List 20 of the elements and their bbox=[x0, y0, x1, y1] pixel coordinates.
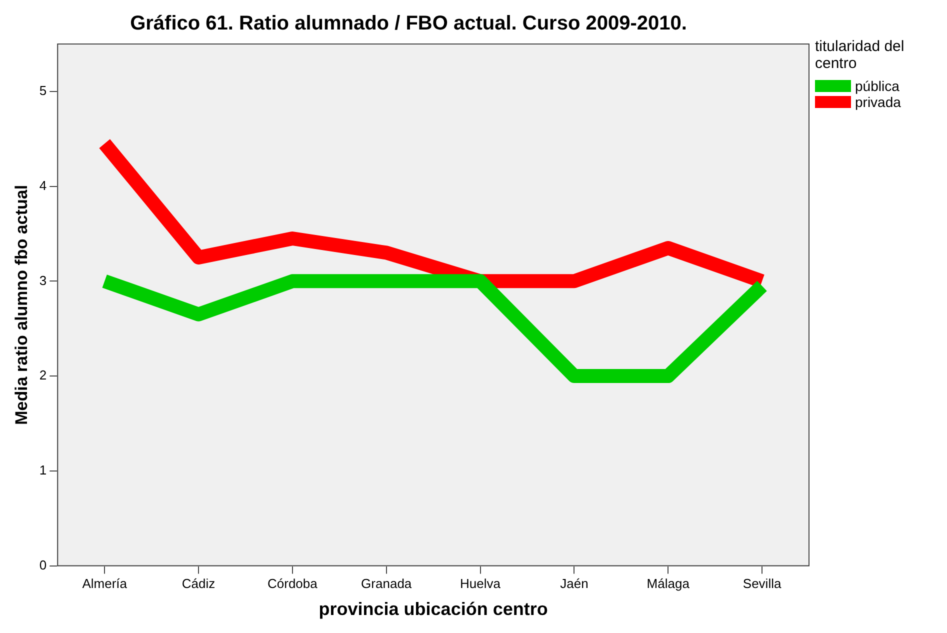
x-tick-label: Granada bbox=[361, 576, 412, 592]
x-tick-label: Málaga bbox=[646, 576, 690, 592]
x-tick-label: Sevilla bbox=[742, 576, 782, 592]
y-tick-label: 4 bbox=[39, 178, 47, 193]
y-axis-title: Media ratio alumno fbo actual bbox=[12, 184, 31, 425]
legend-label: privada bbox=[855, 94, 901, 110]
legend-title: titularidad del centro bbox=[815, 38, 906, 72]
legend-label: pública bbox=[855, 78, 900, 94]
x-axis-title: provincia ubicación centro bbox=[318, 599, 548, 620]
x-tick-label: Córdoba bbox=[267, 576, 318, 592]
x-tick-label: Almería bbox=[82, 576, 128, 592]
x-tick-label: Huelva bbox=[460, 576, 502, 592]
y-tick-label: 3 bbox=[39, 272, 47, 288]
y-tick-label: 5 bbox=[39, 83, 47, 98]
x-tick-label: Cádiz bbox=[182, 576, 216, 592]
chart-title: Gráfico 61. Ratio alumnado / FBO actual. Curso 2009-2010. bbox=[130, 12, 687, 35]
x-tick-label: Jaén bbox=[560, 576, 588, 592]
y-tick-label: 1 bbox=[39, 462, 47, 478]
y-tick-label: 2 bbox=[39, 368, 47, 383]
y-tick-label: 0 bbox=[39, 557, 47, 572]
